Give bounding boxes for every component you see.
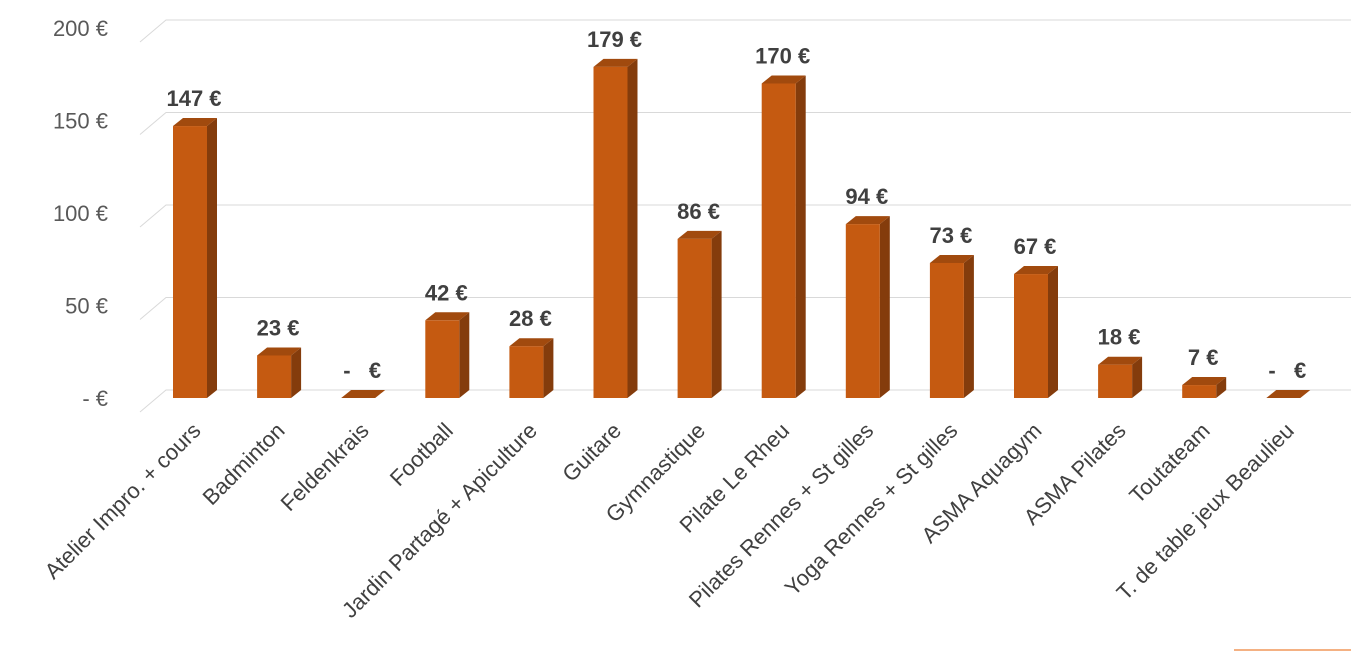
data-labels: 147 € 23 € - € 42 € 28 € 179 € 86 € 170 € 94 € 73… <box>166 27 1306 383</box>
bar-front <box>425 320 460 398</box>
bar-top <box>341 390 386 398</box>
bar <box>341 390 386 398</box>
category-label: Football <box>385 418 458 491</box>
bar <box>761 75 806 398</box>
y-tick-label: 50 € <box>65 294 108 319</box>
bar-front <box>1014 274 1048 398</box>
gridline <box>139 204 1351 228</box>
category-label: Yoga Rennes + St gilles <box>780 418 963 601</box>
bar-front <box>257 355 292 398</box>
y-axis-ticks: - € 50 € 100 € 150 € 200 € <box>53 16 108 411</box>
bar-top <box>761 75 806 84</box>
bar <box>677 230 722 398</box>
bars <box>173 58 1311 399</box>
bar-front <box>929 262 964 398</box>
bar-side <box>627 58 638 398</box>
data-label: - € <box>1268 358 1306 383</box>
data-label: 28 € <box>509 306 552 331</box>
bar-front <box>1098 364 1133 398</box>
data-label: - € <box>343 358 381 383</box>
y-tick-label: 150 € <box>53 109 108 134</box>
bar <box>425 312 470 398</box>
gridline <box>139 297 1351 320</box>
data-label: 42 € <box>425 280 468 305</box>
gridline <box>139 19 1351 43</box>
bar-front <box>173 126 207 399</box>
bar-top <box>425 312 470 321</box>
bar <box>257 347 302 398</box>
bar <box>509 338 554 398</box>
y-tick-label: - € <box>82 386 108 411</box>
category-label: T. de table jeux Beaulieu <box>1112 418 1299 605</box>
category-label: Feldenkrais <box>276 418 374 516</box>
bar <box>1182 377 1227 398</box>
bar-top <box>593 58 638 67</box>
y-tick-label: 200 € <box>53 16 108 41</box>
bar-top <box>1182 377 1227 386</box>
bar-front <box>845 224 880 398</box>
y-tick-label: 100 € <box>53 201 108 226</box>
bar-top <box>1014 266 1058 275</box>
bar-front <box>593 66 628 398</box>
bar-top <box>509 338 554 347</box>
bar-top <box>173 118 217 127</box>
category-labels: Atelier Impro. + coursBadmintonFeldenkra… <box>40 418 1299 623</box>
data-label: 179 € <box>587 27 642 52</box>
category-label: Toutateam <box>1124 418 1214 508</box>
data-label: 18 € <box>1098 325 1141 350</box>
bar-front <box>509 346 544 398</box>
data-label: 147 € <box>166 86 221 111</box>
gridlines <box>139 19 1351 413</box>
bar-side <box>459 312 470 398</box>
data-label: 67 € <box>1014 234 1057 259</box>
bar <box>845 216 890 398</box>
data-label: 7 € <box>1188 345 1219 370</box>
bar-side <box>1132 356 1143 398</box>
category-label: Guitare <box>557 418 626 487</box>
bar-side <box>963 254 974 398</box>
bar-side <box>543 338 554 398</box>
bar-top <box>257 347 302 356</box>
bar-side <box>291 347 302 398</box>
data-label: 23 € <box>257 315 300 340</box>
bar-top <box>845 216 890 225</box>
bar-side <box>1216 377 1227 398</box>
bar <box>1098 356 1143 398</box>
category-label: Badminton <box>198 418 290 510</box>
bar-top <box>1098 356 1143 365</box>
data-label: 94 € <box>845 184 888 209</box>
data-label: 73 € <box>929 223 972 248</box>
gridline <box>139 112 1351 135</box>
bar-side <box>207 118 217 399</box>
bar <box>929 254 974 398</box>
data-label: 170 € <box>755 44 810 69</box>
category-label: Atelier Impro. + cours <box>40 418 206 584</box>
bar-front <box>761 83 796 398</box>
bar-side <box>1048 266 1058 398</box>
bar <box>593 58 638 398</box>
bar <box>1014 266 1058 398</box>
bar-top <box>1266 390 1311 398</box>
bar-side <box>795 75 806 398</box>
bar <box>173 118 217 399</box>
bar-side <box>879 216 890 398</box>
bar-top <box>677 230 722 239</box>
bar <box>1266 390 1311 398</box>
gridline <box>139 389 1351 413</box>
data-label: 86 € <box>677 199 720 224</box>
bar-top <box>929 254 974 263</box>
bar-front <box>677 238 712 398</box>
bar-side <box>711 230 722 398</box>
bar-front <box>1182 385 1217 398</box>
